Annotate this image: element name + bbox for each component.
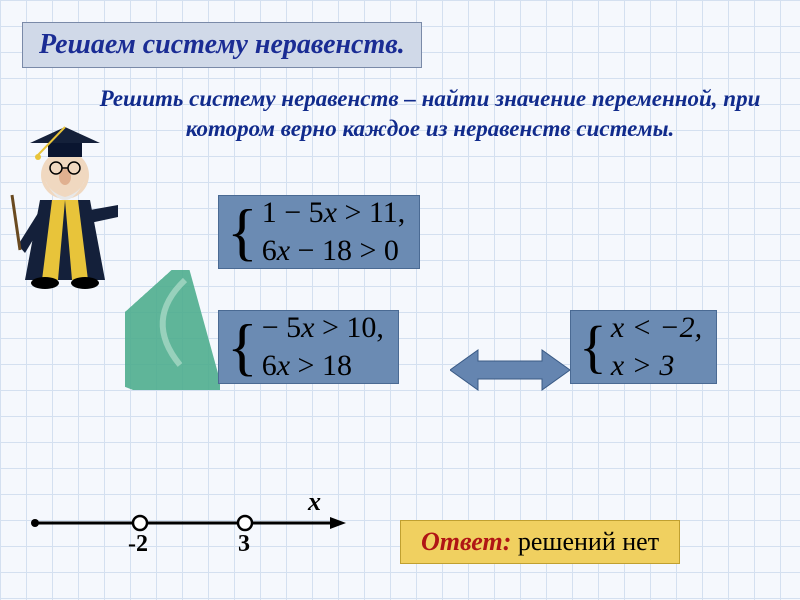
- number-line: x -2 3: [30, 495, 350, 585]
- answer-label: Ответ:: [421, 527, 511, 556]
- answer-text: решений нет: [511, 527, 659, 556]
- slide-subtitle: Решить систему неравенств – найти значен…: [90, 84, 770, 144]
- eq-2-line-2: 6x > 18: [262, 349, 384, 383]
- eq-3-line-1: x < −2,: [611, 311, 702, 345]
- slide-title: Решаем систему неравенств.: [22, 22, 422, 68]
- tick-label-1: -2: [128, 531, 148, 558]
- tick-label-2: 3: [238, 531, 250, 558]
- brace-icon: {: [219, 200, 262, 264]
- professor-illustration: [10, 105, 125, 290]
- brace-icon: {: [219, 315, 262, 379]
- brace-icon: {: [571, 318, 611, 376]
- axis-label: x: [308, 487, 321, 517]
- curve-arrow-icon: [125, 270, 220, 390]
- bidirectional-arrow-icon: [450, 345, 570, 395]
- eq-3-line-2: x > 3: [611, 349, 702, 383]
- system-box-1: { 1 − 5x > 11, 6x − 18 > 0: [218, 195, 420, 269]
- eq-1-line-2: 6x − 18 > 0: [262, 234, 406, 268]
- eq-2-line-1: − 5x > 10,: [262, 311, 384, 345]
- answer-box: Ответ: решений нет: [400, 520, 680, 564]
- system-box-3: { x < −2, x > 3: [570, 310, 717, 384]
- system-box-2: { − 5x > 10, 6x > 18: [218, 310, 399, 384]
- eq-1-line-1: 1 − 5x > 11,: [262, 196, 406, 230]
